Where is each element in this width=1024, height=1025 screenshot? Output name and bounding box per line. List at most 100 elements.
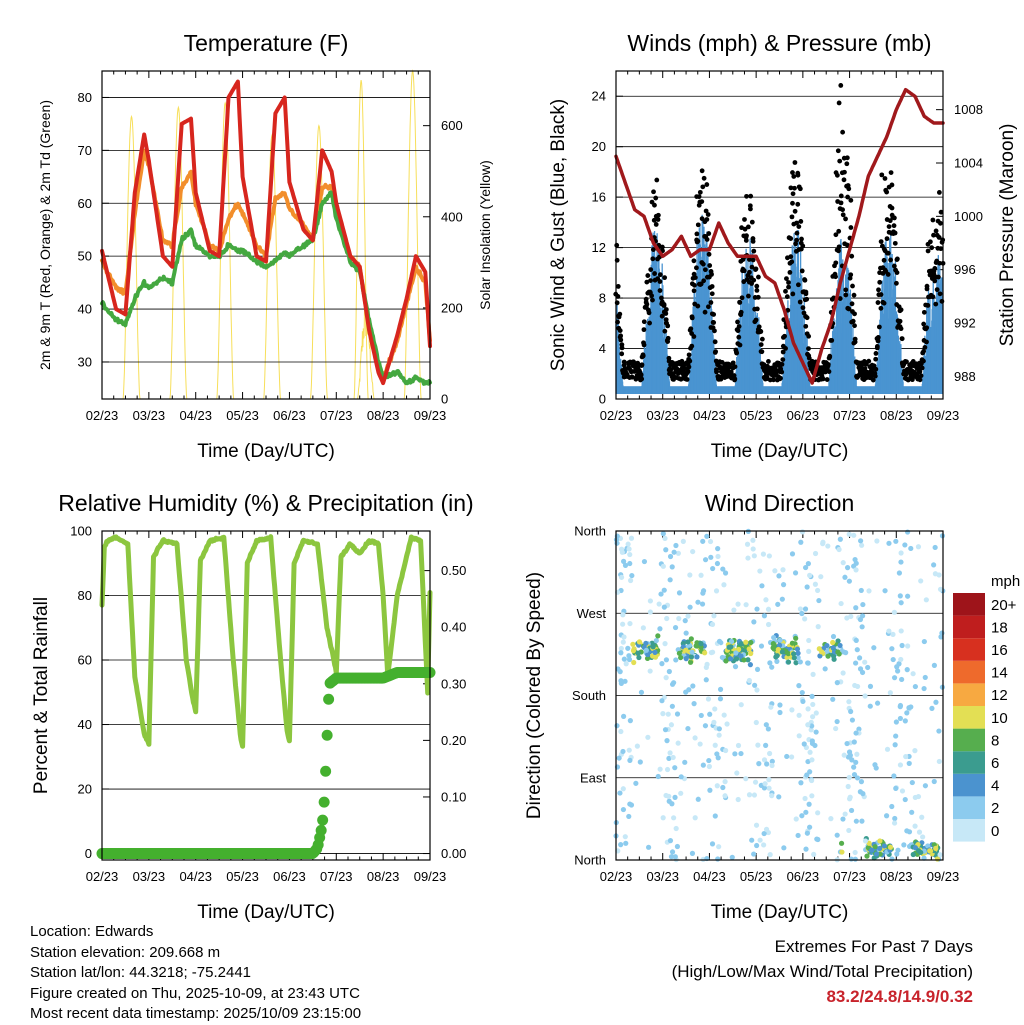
direction-point — [723, 747, 729, 754]
direction-point — [751, 851, 757, 857]
gust-point — [938, 246, 944, 252]
direction-point — [751, 792, 758, 798]
gust-point — [789, 214, 795, 220]
gust-point — [887, 218, 893, 224]
gust-point — [753, 317, 759, 323]
gust-point — [888, 170, 894, 176]
direction-point — [636, 639, 643, 645]
gust-point — [730, 360, 736, 366]
winds-chart: Winds (mph) & Pressure (mb) Time (Day/UTC… — [548, 30, 1018, 462]
direction-point — [833, 725, 839, 732]
gust-point — [884, 189, 890, 195]
gust-point — [924, 283, 930, 289]
gust-point — [651, 217, 657, 223]
temperature-ytick-label: 70 — [78, 143, 92, 158]
direction-point — [641, 558, 648, 565]
direction-point — [853, 818, 859, 824]
direction-point — [667, 553, 674, 560]
direction-point — [918, 849, 924, 856]
direction-point — [673, 657, 679, 663]
gust-point — [790, 291, 796, 297]
direction-point — [620, 621, 626, 627]
direction-point — [858, 779, 865, 785]
gust-point — [806, 346, 811, 352]
direction-point — [756, 761, 762, 767]
direction-point — [635, 650, 641, 656]
gust-point — [750, 236, 756, 241]
direction-point — [906, 829, 913, 835]
direction-point — [904, 667, 910, 673]
direction-point — [755, 742, 761, 748]
direction-point — [743, 639, 749, 645]
gust-point — [712, 328, 717, 334]
gust-point — [837, 158, 843, 164]
wind-bar — [853, 342, 855, 394]
direction-point — [636, 654, 642, 661]
direction-point — [936, 572, 942, 578]
direction-point — [837, 536, 843, 542]
gust-point — [665, 335, 671, 341]
gust-point — [719, 359, 725, 365]
colorbar-label: 8 — [991, 732, 999, 749]
direction-point — [905, 643, 911, 649]
wind-bar — [702, 218, 704, 394]
direction-point — [825, 653, 831, 659]
direction-xtick-label: 08/23 — [880, 869, 913, 884]
gust-point — [619, 351, 625, 357]
temperature-ylabel: 2m & 9m T (Red, Orange) & 2m Td (Green) — [37, 100, 53, 370]
colorbar-label: 18 — [991, 619, 1008, 636]
direction-point — [785, 651, 791, 657]
solar-curve — [403, 69, 422, 400]
direction-point — [799, 813, 805, 819]
gust-point — [885, 272, 891, 277]
gust-point — [706, 231, 712, 236]
direction-point — [672, 624, 679, 631]
gust-point — [933, 228, 939, 234]
gust-point — [836, 248, 841, 254]
direction-point — [776, 573, 782, 579]
direction-point — [897, 704, 903, 710]
direction-point — [793, 635, 799, 641]
direction-point — [702, 650, 708, 656]
direction-point — [724, 721, 730, 727]
gust-point — [893, 280, 899, 286]
gust-point — [892, 230, 898, 236]
direction-point — [672, 794, 678, 800]
direction-point — [853, 637, 859, 644]
direction-point — [669, 564, 675, 570]
direction-point — [853, 660, 859, 666]
direction-point — [709, 841, 716, 847]
recent-timestamp: Most recent data timestamp: 2025/10/09 2… — [30, 1005, 362, 1022]
precip-point — [321, 729, 333, 741]
direction-point — [812, 742, 818, 749]
direction-point — [915, 544, 922, 550]
direction-point — [713, 588, 720, 594]
humidity-chart: Relative Humidity (%) & Precipitation (i… — [31, 490, 474, 923]
direction-point — [792, 570, 799, 576]
direction-point — [647, 609, 653, 615]
direction-point — [860, 613, 866, 619]
gust-point — [700, 184, 706, 190]
direction-point — [909, 779, 915, 786]
direction-xtick-label: 02/23 — [600, 869, 633, 884]
gust-point — [695, 222, 701, 228]
direction-point — [802, 795, 808, 802]
gust-point — [755, 294, 761, 300]
direction-point — [893, 785, 899, 791]
direction-point — [871, 855, 877, 861]
gust-point — [878, 292, 884, 297]
direction-chart: Wind Direction Time (Day/UTC) Direction (C… — [524, 490, 1020, 923]
direction-point — [852, 856, 858, 862]
winds-ytick-label: 8 — [599, 291, 606, 306]
direction-point — [664, 615, 670, 622]
gust-point — [688, 326, 694, 332]
gust-point — [663, 311, 669, 316]
humidity-xtick-label: 03/23 — [133, 869, 166, 884]
gust-point — [840, 207, 845, 213]
direction-point — [890, 656, 896, 663]
direction-point — [797, 606, 803, 612]
direction-point — [728, 638, 735, 645]
gust-point — [695, 303, 701, 309]
direction-point — [729, 854, 735, 860]
gust-point — [934, 287, 940, 293]
